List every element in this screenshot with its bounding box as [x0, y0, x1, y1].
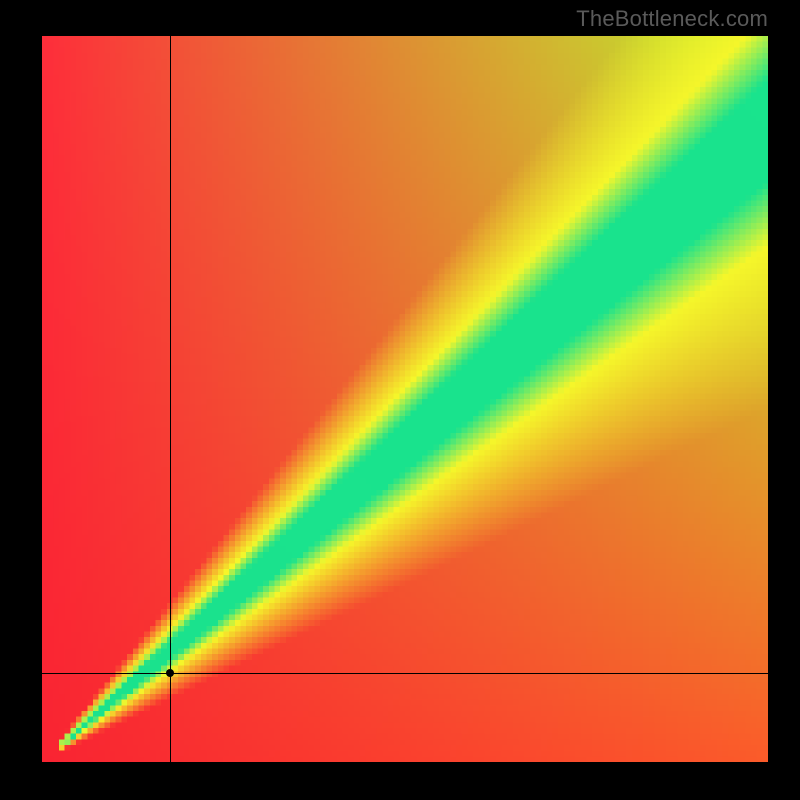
watermark-text: TheBottleneck.com [576, 6, 768, 32]
heatmap-canvas [42, 36, 768, 762]
heatmap-plot [42, 36, 768, 762]
